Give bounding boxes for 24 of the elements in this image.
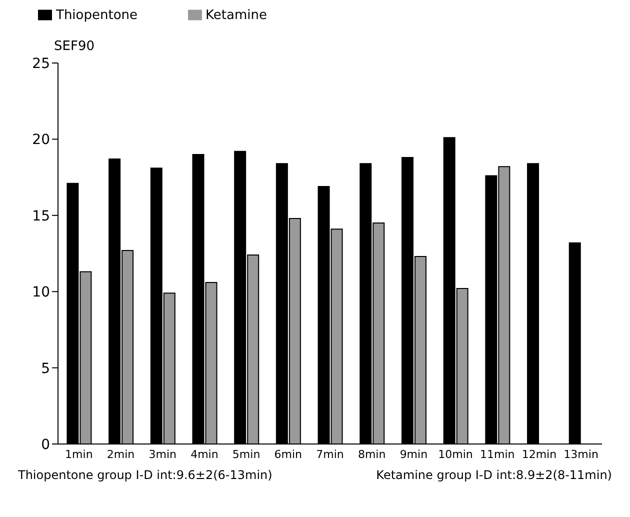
x-tick-label: 7min xyxy=(316,448,344,461)
y-tick-label: 25 xyxy=(32,56,50,72)
y-tick-label: 10 xyxy=(32,284,50,301)
text: Ketamine group I-D int:8.9±2(8-11min) xyxy=(376,468,612,482)
x-tick-label: 1min xyxy=(65,448,93,461)
x-tick-label: 12min xyxy=(522,448,557,461)
text: Thiopentone group I-D int:9.6±2(6-13min) xyxy=(18,468,272,482)
y-axis-title: SEF90 xyxy=(54,39,94,54)
x-tick-label: 2min xyxy=(106,448,135,461)
x-tick-label: 10min xyxy=(438,448,473,461)
x-tick-label: 9min xyxy=(400,448,428,461)
x-tick-label: 4min xyxy=(190,448,218,461)
x-tick-label: 5min xyxy=(232,448,260,461)
x-tick-label: 13min xyxy=(564,448,598,461)
legend-label: Thiopentone xyxy=(56,8,138,23)
x-tick-label: 3min xyxy=(148,448,177,461)
x-tick-label: 11min xyxy=(480,448,515,461)
y-tick-label: 20 xyxy=(32,132,50,148)
y-tick-label: 0 xyxy=(41,436,50,453)
y-tick-label: 15 xyxy=(32,208,50,224)
y-tick-label: 5 xyxy=(41,360,50,377)
x-tick-label: 8min xyxy=(358,448,386,461)
x-tick-label: 6min xyxy=(274,448,302,461)
legend-label: Ketamine xyxy=(206,8,267,23)
